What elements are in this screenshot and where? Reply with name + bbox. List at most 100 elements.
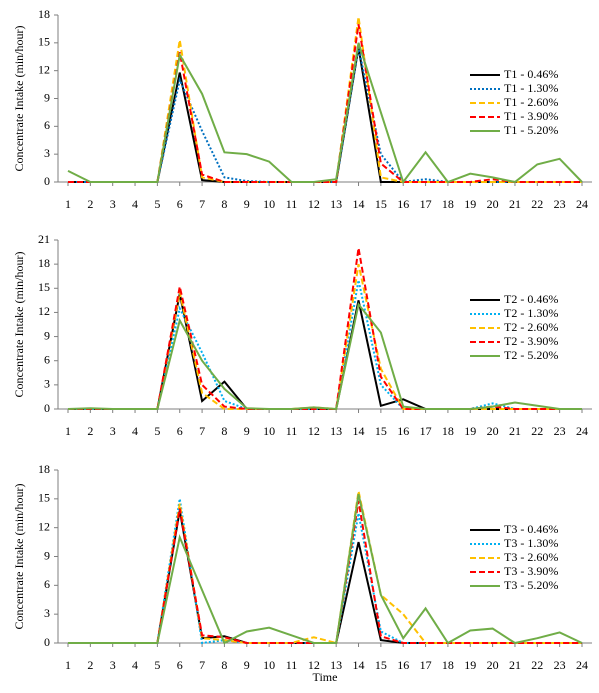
- y-tick-label: 15: [38, 491, 50, 505]
- y-tick-label: 3: [44, 146, 50, 160]
- x-tick-label: 15: [375, 424, 387, 438]
- y-tick-label: 18: [38, 462, 50, 476]
- x-tick-label: 8: [221, 658, 227, 672]
- x-tick-label: 18: [442, 658, 454, 672]
- x-tick-label: 11: [286, 197, 298, 211]
- x-tick-label: 18: [442, 424, 454, 438]
- y-tick-label: 6: [44, 577, 50, 591]
- y-axis-label: Concentrate Intake (min/hour): [12, 252, 26, 398]
- x-tick-label: 1: [65, 197, 71, 211]
- legend-label: T1 - 1.30%: [504, 81, 558, 95]
- x-tick-label: 9: [244, 197, 250, 211]
- legend-label: T2 - 3.90%: [504, 334, 558, 348]
- y-tick-label: 3: [44, 606, 50, 620]
- y-tick-label: 9: [44, 90, 50, 104]
- x-tick-label: 21: [509, 658, 521, 672]
- x-tick-label: 7: [199, 424, 205, 438]
- x-tick-label: 7: [199, 197, 205, 211]
- y-tick-label: 12: [38, 62, 50, 76]
- y-tick-label: 18: [38, 7, 50, 21]
- y-tick-label: 9: [44, 328, 50, 342]
- x-tick-label: 21: [509, 424, 521, 438]
- x-tick-label: 17: [420, 197, 432, 211]
- y-tick-label: 15: [38, 35, 50, 49]
- legend-label: T2 - 0.46%: [504, 292, 558, 306]
- y-tick-label: 0: [44, 174, 50, 188]
- x-tick-label: 18: [442, 197, 454, 211]
- x-tick-label: 22: [531, 424, 543, 438]
- x-tick-label: 24: [576, 197, 588, 211]
- x-tick-label: 16: [397, 658, 409, 672]
- x-tick-label: 11: [286, 658, 298, 672]
- y-tick-label: 3: [44, 377, 50, 391]
- x-tick-label: 8: [221, 197, 227, 211]
- x-tick-label: 24: [576, 658, 588, 672]
- x-tick-label: 12: [308, 424, 320, 438]
- legend-label: T3 - 0.46%: [504, 522, 558, 536]
- x-tick-label: 14: [353, 197, 365, 211]
- x-tick-label: 19: [464, 197, 476, 211]
- x-tick-label: 21: [509, 197, 521, 211]
- x-tick-label: 4: [132, 658, 138, 672]
- x-tick-label: 10: [263, 424, 275, 438]
- x-tick-label: 2: [87, 197, 93, 211]
- y-axis-label: Concentrate Intake (min/hour): [12, 484, 26, 630]
- series-line: [67, 302, 582, 411]
- legend-label: T1 - 2.60%: [504, 95, 558, 109]
- y-tick-label: 12: [38, 304, 50, 318]
- x-tick-label: 3: [110, 424, 116, 438]
- y-tick-label: 6: [44, 118, 50, 132]
- series-line: [68, 493, 583, 645]
- y-tick-label: 15: [38, 280, 50, 294]
- x-tick-label: 13: [330, 197, 342, 211]
- x-tick-label: 16: [397, 424, 409, 438]
- x-axis-label: Time: [313, 670, 338, 684]
- x-tick-label: 16: [397, 197, 409, 211]
- legend-label: T3 - 1.30%: [504, 536, 558, 550]
- x-tick-label: 4: [132, 424, 138, 438]
- x-tick-label: 10: [263, 197, 275, 211]
- x-tick-label: 14: [353, 658, 365, 672]
- x-tick-label: 17: [420, 658, 432, 672]
- x-tick-label: 23: [554, 197, 566, 211]
- x-tick-label: 15: [375, 658, 387, 672]
- x-tick-label: 2: [87, 658, 93, 672]
- legend-label: T3 - 3.90%: [504, 564, 558, 578]
- x-tick-label: 3: [110, 658, 116, 672]
- x-tick-label: 6: [177, 658, 183, 672]
- legend-label: T2 - 5.20%: [504, 348, 558, 362]
- x-tick-label: 9: [244, 424, 250, 438]
- x-tick-label: 2: [87, 424, 93, 438]
- x-tick-label: 22: [531, 197, 543, 211]
- legend-label: T1 - 3.90%: [504, 109, 558, 123]
- x-tick-label: 20: [487, 197, 499, 211]
- x-tick-label: 5: [154, 658, 160, 672]
- legend-label: T2 - 1.30%: [504, 306, 558, 320]
- legend-label: T2 - 2.60%: [504, 320, 558, 334]
- x-tick-label: 9: [244, 658, 250, 672]
- x-tick-label: 22: [531, 658, 543, 672]
- x-tick-label: 20: [487, 424, 499, 438]
- y-tick-label: 18: [38, 256, 50, 270]
- x-tick-label: 23: [554, 658, 566, 672]
- legend-label: T1 - 5.20%: [504, 123, 558, 137]
- y-tick-label: 9: [44, 548, 50, 562]
- x-tick-label: 6: [177, 424, 183, 438]
- x-tick-label: 20: [487, 658, 499, 672]
- legend-label: T3 - 2.60%: [504, 550, 558, 564]
- x-tick-label: 15: [375, 197, 387, 211]
- y-tick-label: 6: [44, 352, 50, 366]
- x-tick-label: 8: [221, 424, 227, 438]
- series-line: [67, 42, 583, 185]
- x-tick-label: 19: [464, 424, 476, 438]
- x-tick-label: 17: [420, 424, 432, 438]
- x-tick-label: 13: [330, 658, 342, 672]
- y-tick-label: 0: [44, 635, 50, 649]
- x-tick-label: 12: [308, 658, 320, 672]
- x-tick-label: 1: [65, 658, 71, 672]
- y-axis-label: Concentrate Intake (min/hour): [12, 26, 26, 172]
- y-tick-label: 12: [38, 519, 50, 533]
- legend-label: T3 - 5.20%: [504, 578, 558, 592]
- x-tick-label: 13: [330, 424, 342, 438]
- x-tick-label: 24: [576, 424, 588, 438]
